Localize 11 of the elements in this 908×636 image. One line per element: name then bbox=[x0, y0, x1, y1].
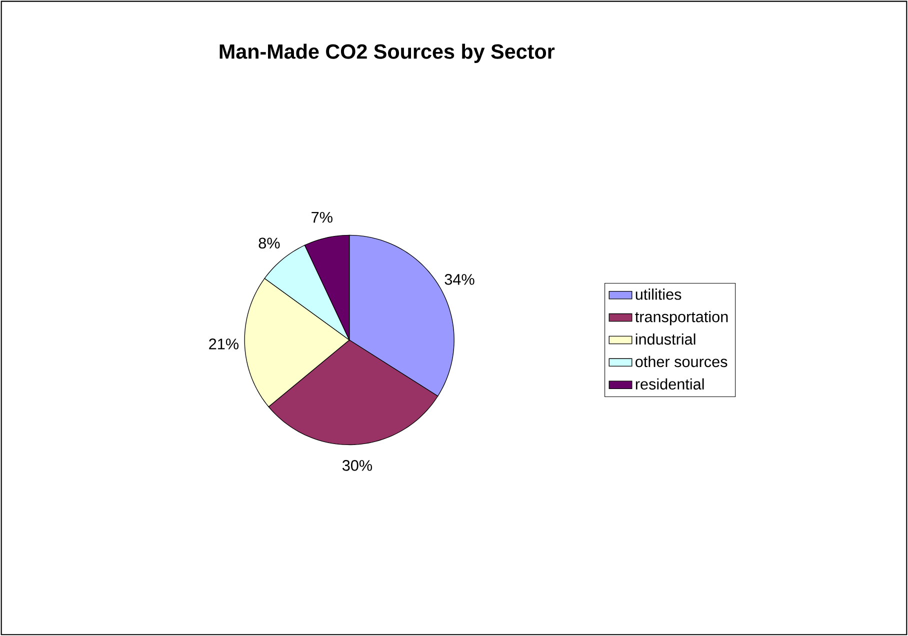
legend-label: other sources bbox=[636, 356, 728, 368]
data-label: 21% bbox=[209, 338, 238, 350]
chart-title: Man-Made CO2 Sources by Sector bbox=[220, 44, 555, 63]
data-label: 30% bbox=[342, 460, 372, 471]
legend-label: residential bbox=[636, 378, 704, 390]
data-label: 8% bbox=[258, 238, 280, 249]
legend-label: transportation bbox=[635, 311, 728, 326]
data-label: 7% bbox=[312, 212, 332, 223]
legend-label: industrial bbox=[636, 333, 696, 345]
legend-label: utilities bbox=[636, 288, 682, 300]
data-label: 34% bbox=[444, 274, 474, 285]
